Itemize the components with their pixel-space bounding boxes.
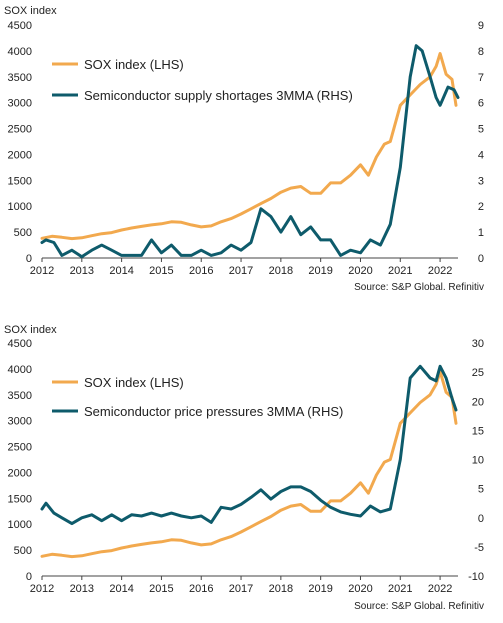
y-right-tick-label: 8 (478, 46, 484, 58)
chart-1: SOX index 0 500 1000 1500 2000 2500 3000 3500 400… (4, 5, 484, 293)
y-left-tick-label: 3500 (8, 72, 32, 84)
y-left-tick-label: 500 (14, 545, 32, 557)
x-tick-label: 2022 (428, 265, 452, 277)
y-left-tick-label: 0 (26, 571, 32, 583)
y-left-tick-label: 3000 (8, 416, 32, 428)
legend-label: Semiconductor price pressures 3MMA (RHS) (84, 404, 343, 419)
y-right-tick-label: 15 (472, 425, 484, 437)
y-left-tick-label: 1000 (8, 519, 32, 531)
legend-item-1: SOX index (LHS) (52, 57, 184, 72)
x-tick-label: 2021 (388, 583, 412, 595)
y-right-tick-label: 25 (472, 367, 484, 379)
y-right-tick-label: -5 (474, 542, 484, 554)
x-tick-label: 2021 (388, 265, 412, 277)
series-line-1 (40, 52, 458, 241)
y-right-tick-label: 7 (478, 72, 484, 84)
x-tick-label: 2015 (149, 265, 173, 277)
y-left-tick-label: 4000 (8, 46, 32, 58)
x-tick-label: 2013 (70, 265, 94, 277)
x-tick-label: 2016 (189, 265, 213, 277)
y-left-tick-label: 3000 (8, 98, 32, 110)
x-tick-label: 2018 (269, 583, 293, 595)
y-right-tick-label: 5 (478, 124, 484, 136)
x-tick-label: 2012 (30, 265, 54, 277)
y-right-tick-label: 1 (478, 227, 484, 239)
y-left-tick-label: 4500 (8, 338, 32, 350)
chart-title: SOX index (4, 324, 57, 336)
legend-item-2: Semiconductor supply shortages 3MMA (RHS… (52, 88, 353, 103)
y-right-tick-label: 6 (478, 98, 484, 110)
y-left-tick-label: 500 (14, 227, 32, 239)
y-left-tick-label: 0 (26, 253, 32, 265)
y-left-tick-label: 3500 (8, 390, 32, 402)
x-tick-label: 2018 (269, 265, 293, 277)
x-tick-label: 2017 (229, 583, 253, 595)
legend-item-2: Semiconductor price pressures 3MMA (RHS) (52, 404, 343, 419)
y-left-tick-label: 1500 (8, 175, 32, 187)
y-right-tick-label: 0 (478, 253, 484, 265)
chart-2: SOX index 0 500 1000 1500 2000 2500 3000 3500 400… (4, 324, 484, 612)
x-tick-label: 2012 (30, 583, 54, 595)
y-left-tick-label: 1500 (8, 493, 32, 505)
y-right-tick-label: 30 (472, 338, 484, 350)
y-right-tick-label: 5 (478, 484, 484, 496)
legend-label: Semiconductor supply shortages 3MMA (RHS… (84, 88, 353, 103)
y-left-tick-label: 2500 (8, 124, 32, 136)
y-right-tick-label: -10 (468, 571, 484, 583)
source-note: Source: S&P Global. Refinitiv (354, 601, 484, 612)
x-tick-label: 2019 (308, 583, 332, 595)
y-right-tick-label: 9 (478, 20, 484, 32)
y-right-tick-label: 0 (478, 513, 484, 525)
y-right-tick-label: 10 (472, 455, 484, 467)
legend-label: SOX index (LHS) (84, 375, 184, 390)
x-tick-label: 2022 (428, 583, 452, 595)
x-tick-label: 2020 (348, 265, 372, 277)
legend-item-1: SOX index (LHS) (52, 375, 184, 390)
series-line-2 (40, 364, 458, 526)
y-right-tick-label: 4 (478, 149, 484, 161)
x-tick-label: 2015 (149, 583, 173, 595)
y-left-tick-label: 2000 (8, 149, 32, 161)
y-right-tick-label: 2 (478, 201, 484, 213)
y-left-tick-label: 2500 (8, 442, 32, 454)
y-right-tick-label: 3 (478, 175, 484, 187)
y-left-tick-label: 2000 (8, 467, 32, 479)
legend-label: SOX index (LHS) (84, 57, 184, 72)
x-tick-label: 2013 (70, 583, 94, 595)
y-left-tick-label: 4500 (8, 20, 32, 32)
x-tick-label: 2014 (109, 265, 133, 277)
series-line-2 (40, 44, 460, 259)
x-tick-label: 2016 (189, 583, 213, 595)
source-note: Source: S&P Global. Refinitiv (354, 282, 484, 293)
y-left-tick-label: 1000 (8, 201, 32, 213)
x-tick-label: 2020 (348, 583, 372, 595)
y-left-tick-label: 4000 (8, 364, 32, 376)
y-right-tick-label: 20 (472, 396, 484, 408)
x-tick-label: 2017 (229, 265, 253, 277)
x-tick-label: 2019 (308, 265, 332, 277)
series-line-1 (40, 370, 458, 559)
x-tick-label: 2014 (109, 583, 133, 595)
chart-title: SOX index (4, 5, 57, 17)
